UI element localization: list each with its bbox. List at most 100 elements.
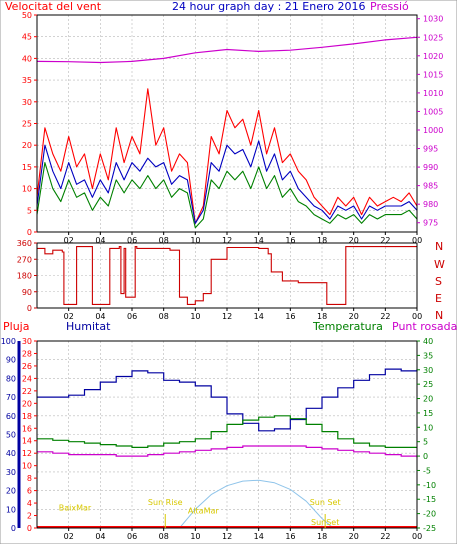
humidity-temperature-panel: 02 04 06 08 10 12 14 16 18 20 22 000102030405060708…	[1, 337, 436, 541]
p1-xtick-label: 20	[349, 236, 359, 245]
rain-ytick-label: 10	[22, 462, 32, 471]
wind-ytick-label: 45	[22, 33, 32, 42]
rain-ytick-label: 30	[22, 337, 32, 346]
p1-xtick-label: 04	[95, 236, 105, 245]
wind-low-series	[36, 162, 418, 229]
p2-xtick-label: 06	[127, 312, 137, 321]
pressure-ytick-label: 990	[423, 163, 438, 172]
sun-tide-annotation: AltaMar	[188, 507, 220, 516]
temperature-ytick-label: -10	[423, 481, 436, 490]
wind-ytick-label: 40	[22, 54, 32, 63]
temperature-ytick-label: -25	[423, 524, 436, 533]
dir-letter-n-top: N	[435, 240, 443, 253]
pressure-ytick-label: 1020	[423, 52, 443, 61]
rain-ytick-label: 6	[27, 487, 32, 496]
sun-tide-annotation: Sun Rise	[148, 498, 183, 507]
pressure-ytick-label: 985	[423, 182, 438, 191]
pressure-ytick-label: 975	[423, 219, 438, 228]
p2-xtick-label: 10	[190, 312, 200, 321]
pressure-ytick-label: 1005	[423, 107, 443, 116]
dir-letter-e: E	[435, 292, 442, 305]
p3-xtick-label: 06	[127, 532, 137, 541]
main-title: 24 hour graph day : 21 Enero 2016	[172, 0, 366, 13]
wind-ytick-label: 10	[22, 185, 32, 194]
wind-ytick-label: 30	[22, 98, 32, 107]
temperature-ytick-label: 15	[423, 409, 433, 418]
pressure-ytick-label: 1030	[423, 15, 443, 24]
wind-average-series	[36, 140, 418, 224]
dewpoint-label: Punt rosada	[392, 320, 457, 333]
temperature-ytick-label: 0	[423, 452, 428, 461]
p2-xtick-label: 04	[95, 312, 105, 321]
p1-xtick-label: 18	[317, 236, 327, 245]
p2-xtick-label: 22	[380, 312, 390, 321]
dir-letter-s: S	[435, 275, 442, 288]
temperature-ytick-label: 30	[423, 366, 433, 375]
humidity-ytick-label: 70	[6, 393, 16, 402]
wind-ytick-label: 5	[27, 206, 32, 215]
rain-ytick-label: 12	[22, 449, 32, 458]
p1-xtick-label: 12	[222, 236, 232, 245]
p1-xtick-label: 14	[254, 236, 264, 245]
p1-xtick-label: 22	[380, 236, 390, 245]
pressure-ytick-label: 1015	[423, 70, 443, 79]
p3-xtick-label: 18	[317, 532, 327, 541]
direction-ytick-label: 360	[17, 239, 32, 248]
rain-ytick-label: 14	[22, 437, 32, 446]
pressure-title: Pressió	[370, 0, 409, 13]
wind-pressure-panel: 02 04 06 08 10 12 14 16 18 20 22 000510152025303540…	[22, 11, 444, 245]
sun-tide-annotation: Sun Set	[310, 498, 341, 507]
direction-ytick-label: 90	[22, 288, 32, 297]
dir-letter-w: W	[434, 258, 445, 271]
humidity-ytick-label: 60	[6, 412, 16, 421]
pressure-ytick-label: 1000	[423, 126, 443, 135]
rain-ytick-label: 4	[27, 499, 32, 508]
humidity-ytick-label: 30	[6, 468, 16, 477]
wind-ytick-label: 25	[22, 120, 32, 129]
p2-xtick-label: 02	[64, 312, 74, 321]
temperature-ytick-label: 35	[423, 351, 433, 360]
humidity-ytick-label: 20	[6, 487, 16, 496]
p3-xtick-label: 22	[380, 532, 390, 541]
temperature-series	[37, 415, 417, 448]
p2-xtick-label: 12	[222, 312, 232, 321]
temperature-ytick-label: 40	[423, 337, 433, 346]
temperature-ytick-label: -5	[423, 466, 431, 475]
p2-xtick-label: 00	[412, 312, 422, 321]
wind-ytick-label: 0	[27, 228, 32, 237]
direction-ytick-label: 0	[27, 304, 32, 313]
temperature-ytick-label: 20	[423, 395, 433, 404]
p2-xtick-label: 20	[349, 312, 359, 321]
p3-xtick-label: 12	[222, 532, 232, 541]
rain-ytick-label: 18	[22, 412, 32, 421]
p3-xtick-label: 10	[190, 532, 200, 541]
p3-xtick-label: 20	[349, 532, 359, 541]
rain-ytick-label: 22	[22, 387, 32, 396]
wind-gust-series	[36, 88, 418, 224]
wind-ytick-label: 35	[22, 76, 32, 85]
p1-xtick-label: 16	[285, 236, 295, 245]
p3-xtick-label: 14	[254, 532, 264, 541]
p2-xtick-label: 16	[285, 312, 295, 321]
pressure-series	[36, 36, 418, 64]
p3-xtick-label: 16	[285, 532, 295, 541]
temperature-ytick-label: -20	[423, 510, 436, 519]
humidity-label: Humitat	[66, 320, 111, 333]
p1-xtick-label: 06	[127, 236, 137, 245]
p3-xtick-label: 00	[412, 532, 422, 541]
sun-tide-annotation: BaixMar	[59, 504, 92, 513]
temperature-ytick-label: 25	[423, 380, 433, 389]
pressure-ytick-label: 995	[423, 145, 438, 154]
wind-ytick-label: 20	[22, 141, 32, 150]
dir-letter-n-bottom: N	[435, 309, 443, 322]
humidity-ytick-label: 80	[6, 374, 16, 383]
p2-xtick-label: 08	[159, 312, 169, 321]
rain-ytick-label: 8	[27, 474, 32, 483]
wind-direction-series	[37, 246, 417, 305]
pressure-ytick-label: 980	[423, 200, 438, 209]
rain-ytick-label: 16	[22, 424, 32, 433]
direction-ytick-label: 180	[17, 272, 32, 281]
rain-ytick-label: 28	[22, 349, 32, 358]
rain-ytick-label: 26	[22, 362, 32, 371]
humidity-series	[37, 368, 418, 432]
